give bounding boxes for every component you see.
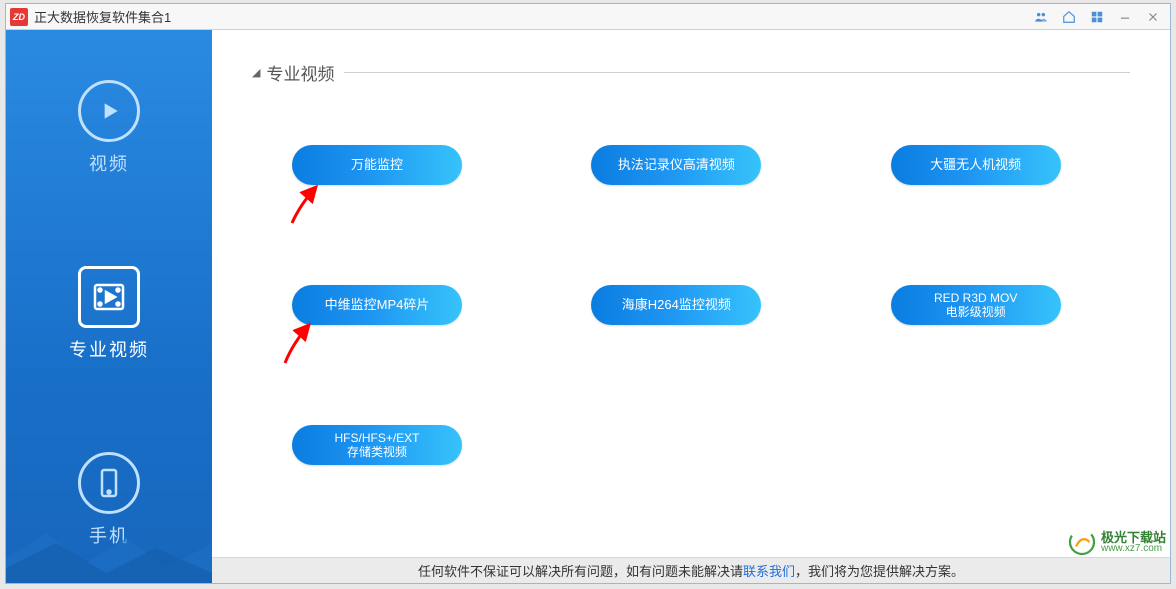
sidebar-item-label: 专业视频 xyxy=(69,336,149,362)
section-header: ◢ 专业视频 xyxy=(252,60,1130,85)
btn-universal-monitor[interactable]: 万能监控 xyxy=(292,145,462,185)
sidebar: 视频 专业视频 xyxy=(6,30,212,583)
window-title: 正大数据恢复软件集合1 xyxy=(34,7,171,26)
btn-zhongwei-mp4[interactable]: 中维监控MP4碎片 xyxy=(292,285,462,325)
section-title: 专业视频 xyxy=(266,60,334,85)
sidebar-decoration xyxy=(6,523,212,583)
triangle-icon: ◢ xyxy=(252,66,260,79)
titlebar-controls xyxy=(1028,7,1166,27)
footer-bar: 任何软件不保证可以解决所有问题，如有问题未能解决请 联系我们 ，我们将为您提供解… xyxy=(212,557,1170,583)
windows-icon[interactable] xyxy=(1084,7,1110,27)
btn-label: 万能监控 xyxy=(351,157,403,173)
watermark-text-cn: 极光下载站 xyxy=(1101,531,1166,544)
btn-dji[interactable]: 大疆无人机视频 xyxy=(891,145,1061,185)
phone-icon xyxy=(78,452,140,514)
contact-us-link[interactable]: 联系我们 xyxy=(743,561,795,580)
btn-law-recorder[interactable]: 执法记录仪高清视频 xyxy=(591,145,761,185)
home-icon[interactable] xyxy=(1056,7,1082,27)
divider-line xyxy=(344,72,1130,73)
footer-post-text: ，我们将为您提供解决方案。 xyxy=(795,561,964,580)
btn-label-line1: RED R3D MOV xyxy=(934,291,1017,305)
main-panel: ◢ 专业视频 万能监控 执法记录仪高清视频 xyxy=(212,30,1170,583)
close-button[interactable] xyxy=(1140,7,1166,27)
people-icon[interactable] xyxy=(1028,7,1054,27)
btn-label-line1: HFS/HFS+/EXT xyxy=(334,431,419,445)
btn-label: 执法记录仪高清视频 xyxy=(618,157,735,173)
sidebar-item-pro-video[interactable]: 专业视频 xyxy=(69,266,149,362)
btn-red-r3d[interactable]: RED R3D MOV 电影级视频 xyxy=(891,285,1061,325)
btn-haikang-h264[interactable]: 海康H264监控视频 xyxy=(591,285,761,325)
play-icon xyxy=(78,80,140,142)
btn-label: 大疆无人机视频 xyxy=(930,157,1021,173)
minimize-button[interactable] xyxy=(1112,7,1138,27)
watermark-url: www.xz7.com xyxy=(1101,544,1166,554)
btn-hfs-ext[interactable]: HFS/HFS+/EXT 存储类视频 xyxy=(292,425,462,465)
btn-label-line2: 电影级视频 xyxy=(946,305,1006,319)
button-grid: 万能监控 执法记录仪高清视频 大疆无人机视频 中维监控MP4碎片 xyxy=(252,145,1130,465)
btn-label: 海康H264监控视频 xyxy=(622,297,731,313)
btn-label: 中维监控MP4碎片 xyxy=(325,297,430,313)
footer-pre-text: 任何软件不保证可以解决所有问题，如有问题未能解决请 xyxy=(418,561,743,580)
sidebar-item-video[interactable]: 视频 xyxy=(78,80,140,176)
content-area: 视频 专业视频 xyxy=(6,30,1170,583)
app-logo: ZD xyxy=(10,8,28,26)
titlebar: ZD 正大数据恢复软件集合1 xyxy=(6,4,1170,30)
watermark-icon xyxy=(1067,527,1097,557)
watermark: 极光下载站 www.xz7.com xyxy=(1067,527,1166,557)
film-icon xyxy=(78,266,140,328)
app-window: ZD 正大数据恢复软件集合1 xyxy=(5,3,1171,584)
btn-label-line2: 存储类视频 xyxy=(347,445,407,459)
sidebar-item-label: 视频 xyxy=(89,150,129,176)
